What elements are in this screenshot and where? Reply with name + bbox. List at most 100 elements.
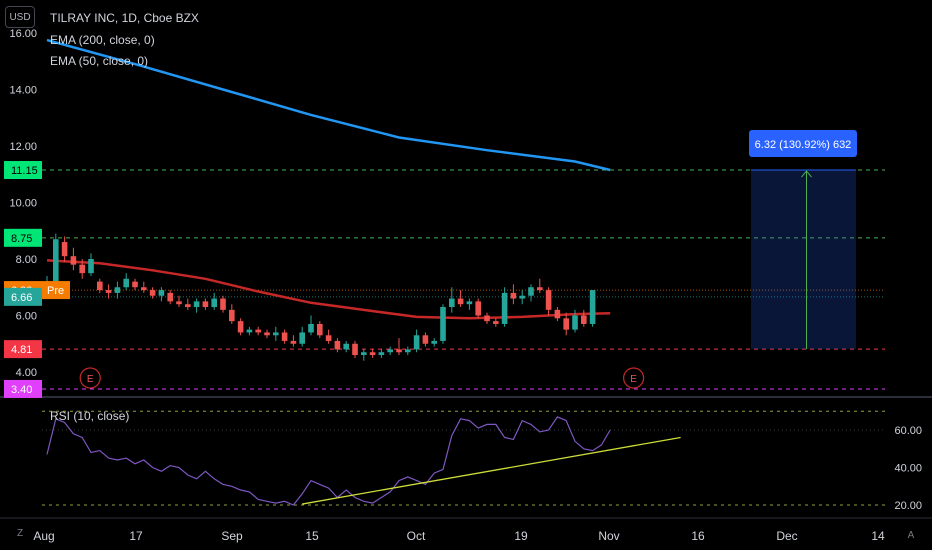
pre-label-box [42, 281, 70, 300]
price-label-0: 11.15 [11, 165, 38, 177]
earnings-marker-0 [79, 367, 101, 389]
candle-6 [97, 281, 103, 291]
candle-32 [325, 335, 332, 341]
candle-35 [352, 343, 358, 356]
candle-48 [466, 301, 473, 305]
price-tick-5: 14.00 [9, 85, 37, 97]
candle-22 [237, 321, 244, 333]
candle-5 [88, 259, 94, 274]
candle-40 [396, 349, 402, 353]
candle-1 [53, 239, 59, 282]
candle-20 [220, 298, 226, 310]
rsi-trendline [302, 436, 681, 505]
candle-56 [537, 287, 543, 291]
candle-37 [369, 352, 376, 356]
candle-55 [528, 287, 534, 296]
candle-24 [255, 329, 261, 333]
candle-39 [387, 349, 393, 353]
candle-51 [493, 321, 499, 324]
price-label-box-4 [4, 340, 42, 359]
candle-45 [440, 307, 446, 341]
candle-44 [431, 340, 437, 344]
rsi-tick-1: 40.00 [894, 463, 922, 475]
ema200-line [46, 38, 611, 172]
measure-arrow-head [801, 170, 812, 178]
currency-button[interactable]: USD [5, 6, 35, 28]
price-tick-4: 12.00 [9, 141, 37, 153]
candle-30 [308, 323, 314, 333]
earnings-marker-label-0: E [87, 374, 94, 385]
candle-47 [457, 298, 464, 305]
candle-46 [449, 298, 455, 308]
auto-scale-icon[interactable]: A [907, 529, 915, 541]
time-tick-5: 19 [514, 529, 528, 543]
candle-33 [334, 340, 341, 350]
candle-59 [563, 318, 569, 330]
candle-49 [475, 301, 481, 316]
candle-38 [378, 352, 385, 356]
price-label-1: 8.75 [11, 233, 32, 245]
earnings-marker-1 [622, 367, 645, 389]
price-tick-1: 6.00 [16, 311, 37, 323]
candle-14 [167, 292, 173, 302]
price-tick-0: 4.00 [16, 367, 37, 379]
candle-15 [176, 301, 182, 305]
rsi-legend[interactable]: RSI (10, close) [50, 409, 130, 423]
ema50-line [46, 259, 611, 320]
candle-52 [501, 292, 508, 324]
time-tick-9: 14 [871, 529, 885, 543]
earnings-marker-label-1: E [630, 374, 637, 385]
price-tick-2: 8.00 [16, 254, 37, 266]
axes: 4.00 6.00 8.00 10.00 12.00 14.00 16.00 11.15 8.7… [0, 28, 932, 543]
candle-42 [413, 335, 420, 350]
candle-41 [405, 349, 411, 353]
candle-54 [519, 295, 525, 299]
candle-34 [343, 343, 349, 350]
price-tick-6: 16.00 [9, 28, 37, 40]
candle-17 [193, 301, 200, 308]
zoom-icon[interactable]: Z [16, 527, 24, 539]
time-tick-8: Dec [776, 529, 797, 543]
ema50-legend[interactable]: EMA (50, close, 0) [50, 54, 149, 68]
time-tick-3: 15 [305, 529, 319, 543]
candle-58 [554, 309, 561, 319]
candle-28 [290, 340, 297, 344]
candle-31 [317, 323, 323, 336]
candle-19 [211, 298, 217, 308]
time-tick-2: Sep [221, 529, 243, 543]
price-label-3: 6.66 [11, 292, 32, 304]
rsi-tick-2: 60.00 [894, 425, 922, 437]
candle-62 [589, 290, 596, 324]
candle-7 [105, 290, 112, 293]
candle-12 [149, 290, 156, 296]
candle-4 [79, 264, 85, 274]
candle-61 [581, 315, 587, 324]
price-label-4: 4.81 [11, 344, 32, 356]
time-tick-1: 17 [129, 529, 143, 543]
time-tick-6: Nov [598, 529, 619, 543]
measure-label-box [749, 130, 857, 157]
time-tick-7: 16 [691, 529, 705, 543]
measure-label: 6.32 (130.92%) 632 [755, 139, 852, 151]
price-label-box-5 [4, 379, 42, 398]
price-label-box-3 [4, 287, 42, 306]
candle-16 [185, 304, 191, 308]
measure-box [751, 170, 856, 350]
candle-18 [202, 301, 209, 308]
price-pane: 6.32 (130.92%) 632 E E [42, 38, 885, 390]
time-tick-0: Aug [33, 529, 54, 543]
candle-13 [158, 290, 165, 296]
time-tick-4: Oct [407, 529, 426, 543]
price-tick-3: 10.00 [9, 198, 37, 210]
candle-9 [123, 278, 129, 288]
candle-2 [61, 242, 68, 257]
candle-8 [114, 287, 121, 293]
ema200-legend[interactable]: EMA (200, close, 0) [50, 33, 155, 47]
candle-43 [422, 335, 429, 344]
pre-label: Pre [47, 285, 64, 297]
candle-60 [572, 315, 578, 330]
candle-10 [132, 281, 138, 288]
candle-53 [510, 292, 517, 299]
rsi-pane [42, 410, 885, 506]
